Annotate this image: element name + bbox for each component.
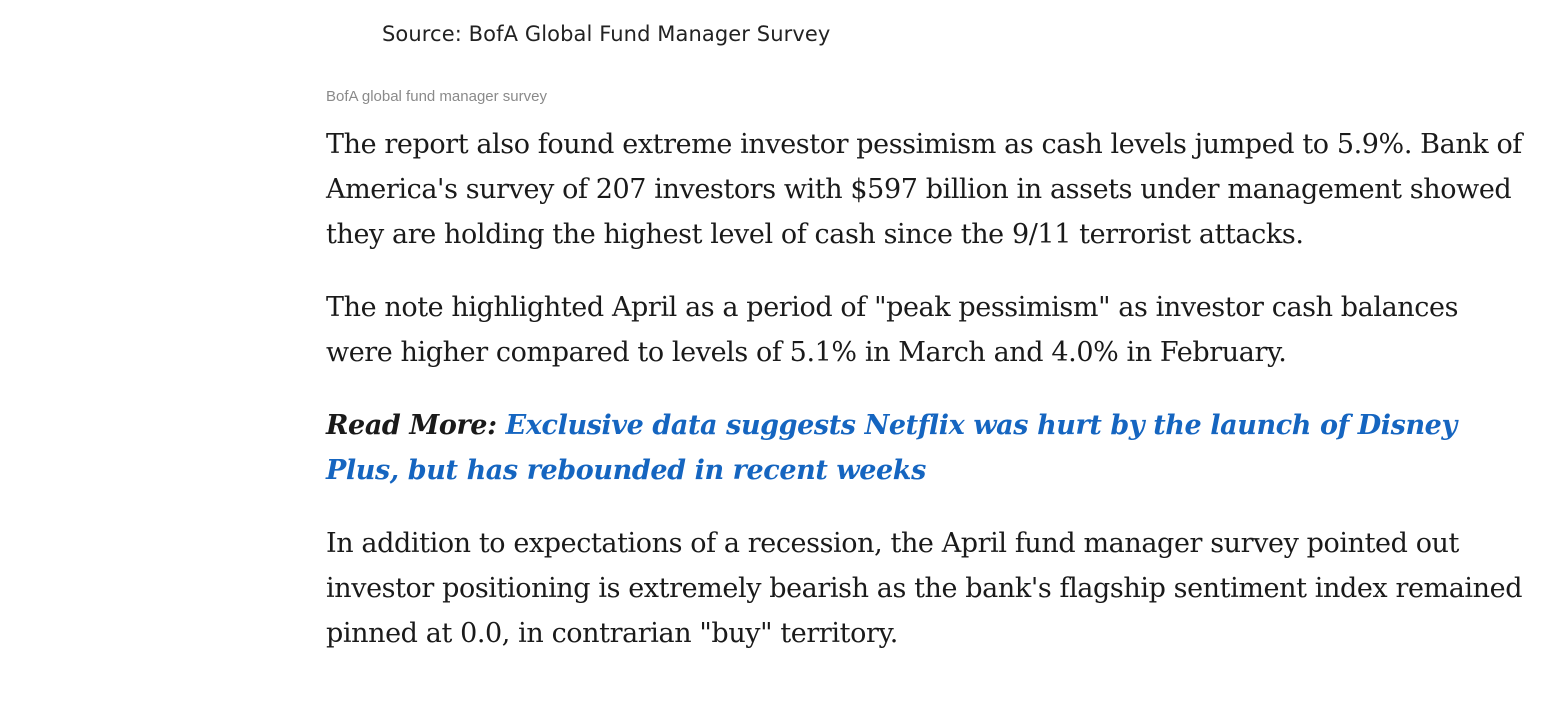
chart-image-source: Source: BofA Global Fund Manager Survey (382, 22, 831, 46)
article-body: The report also found extreme investor p… (326, 122, 1526, 684)
read-more-label: Read More: (326, 410, 497, 441)
read-more-block: Read More: Exclusive data suggests Netfl… (326, 403, 1526, 493)
read-more-link[interactable]: Exclusive data suggests Netflix was hurt… (326, 410, 1457, 486)
article-paragraph-sentiment-index: In addition to expectations of a recessi… (326, 528, 1523, 649)
image-caption: BofA global fund manager survey (326, 88, 547, 105)
article-paragraph-cash-levels: The report also found extreme investor p… (326, 129, 1522, 250)
article-paragraph-peak-pessimism: The note highlighted April as a period o… (326, 292, 1459, 368)
